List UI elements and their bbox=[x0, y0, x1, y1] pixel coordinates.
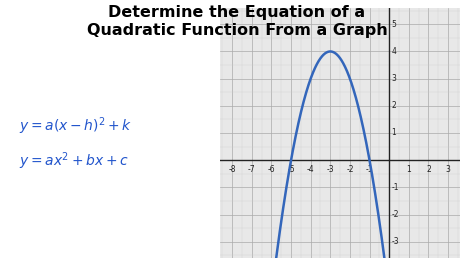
Text: -6: -6 bbox=[268, 165, 275, 174]
Text: $y = a(x - h)^2 + k$
$y = ax^2 + bx + c$: $y = a(x - h)^2 + k$ $y = ax^2 + bx + c$ bbox=[19, 115, 132, 172]
Text: Determine the Equation of a
Quadratic Function From a Graph: Determine the Equation of a Quadratic Fu… bbox=[87, 5, 387, 38]
Text: -4: -4 bbox=[307, 165, 314, 174]
Text: 3: 3 bbox=[446, 165, 450, 174]
Text: 1: 1 bbox=[392, 128, 396, 138]
Text: -8: -8 bbox=[228, 165, 236, 174]
Text: 3: 3 bbox=[392, 74, 396, 83]
Text: -3: -3 bbox=[327, 165, 334, 174]
Text: 4: 4 bbox=[392, 47, 396, 56]
Text: -1: -1 bbox=[392, 183, 399, 192]
Text: -5: -5 bbox=[287, 165, 295, 174]
Text: -2: -2 bbox=[346, 165, 354, 174]
Text: -7: -7 bbox=[248, 165, 255, 174]
Text: -1: -1 bbox=[366, 165, 374, 174]
Text: 2: 2 bbox=[392, 101, 396, 110]
Text: 2: 2 bbox=[426, 165, 431, 174]
Text: 1: 1 bbox=[406, 165, 411, 174]
Text: 5: 5 bbox=[392, 20, 396, 29]
Text: -2: -2 bbox=[392, 210, 399, 219]
Text: -3: -3 bbox=[392, 237, 399, 246]
